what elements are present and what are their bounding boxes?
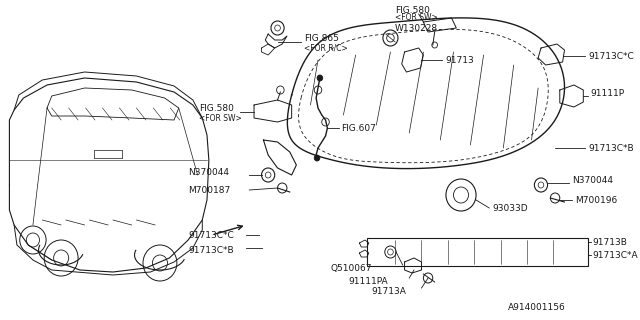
- Text: 91713: 91713: [445, 55, 474, 65]
- Text: 91713C*A: 91713C*A: [593, 251, 638, 260]
- Text: <FOR SW>: <FOR SW>: [200, 114, 242, 123]
- Text: 93033D: 93033D: [492, 204, 527, 212]
- Text: A914001156: A914001156: [508, 303, 566, 313]
- Text: M700187: M700187: [188, 186, 230, 195]
- Text: 91713A: 91713A: [372, 287, 406, 297]
- Text: 91713C*B: 91713C*B: [588, 143, 634, 153]
- Text: 91713B: 91713B: [593, 237, 628, 246]
- Text: 91713C*C: 91713C*C: [588, 52, 634, 60]
- Text: N370044: N370044: [188, 167, 229, 177]
- Text: M700196: M700196: [575, 196, 617, 204]
- Text: FIG.607: FIG.607: [342, 124, 376, 132]
- Circle shape: [314, 155, 320, 161]
- Text: FIG.865: FIG.865: [304, 34, 339, 43]
- Text: 91713C*B: 91713C*B: [188, 245, 234, 254]
- Text: FIG.580: FIG.580: [395, 5, 430, 14]
- Text: 91111PA: 91111PA: [348, 277, 388, 286]
- Text: N370044: N370044: [572, 175, 613, 185]
- Text: 91713C*C: 91713C*C: [188, 230, 234, 239]
- Text: <FOR SW>: <FOR SW>: [395, 12, 438, 21]
- Text: W130228: W130228: [395, 23, 438, 33]
- Text: <FOR R/C>: <FOR R/C>: [304, 44, 348, 52]
- Text: FIG.580: FIG.580: [200, 103, 234, 113]
- Bar: [367, 238, 588, 266]
- Text: 91111P: 91111P: [591, 89, 625, 98]
- Circle shape: [317, 75, 323, 81]
- Text: Q510067: Q510067: [330, 263, 372, 273]
